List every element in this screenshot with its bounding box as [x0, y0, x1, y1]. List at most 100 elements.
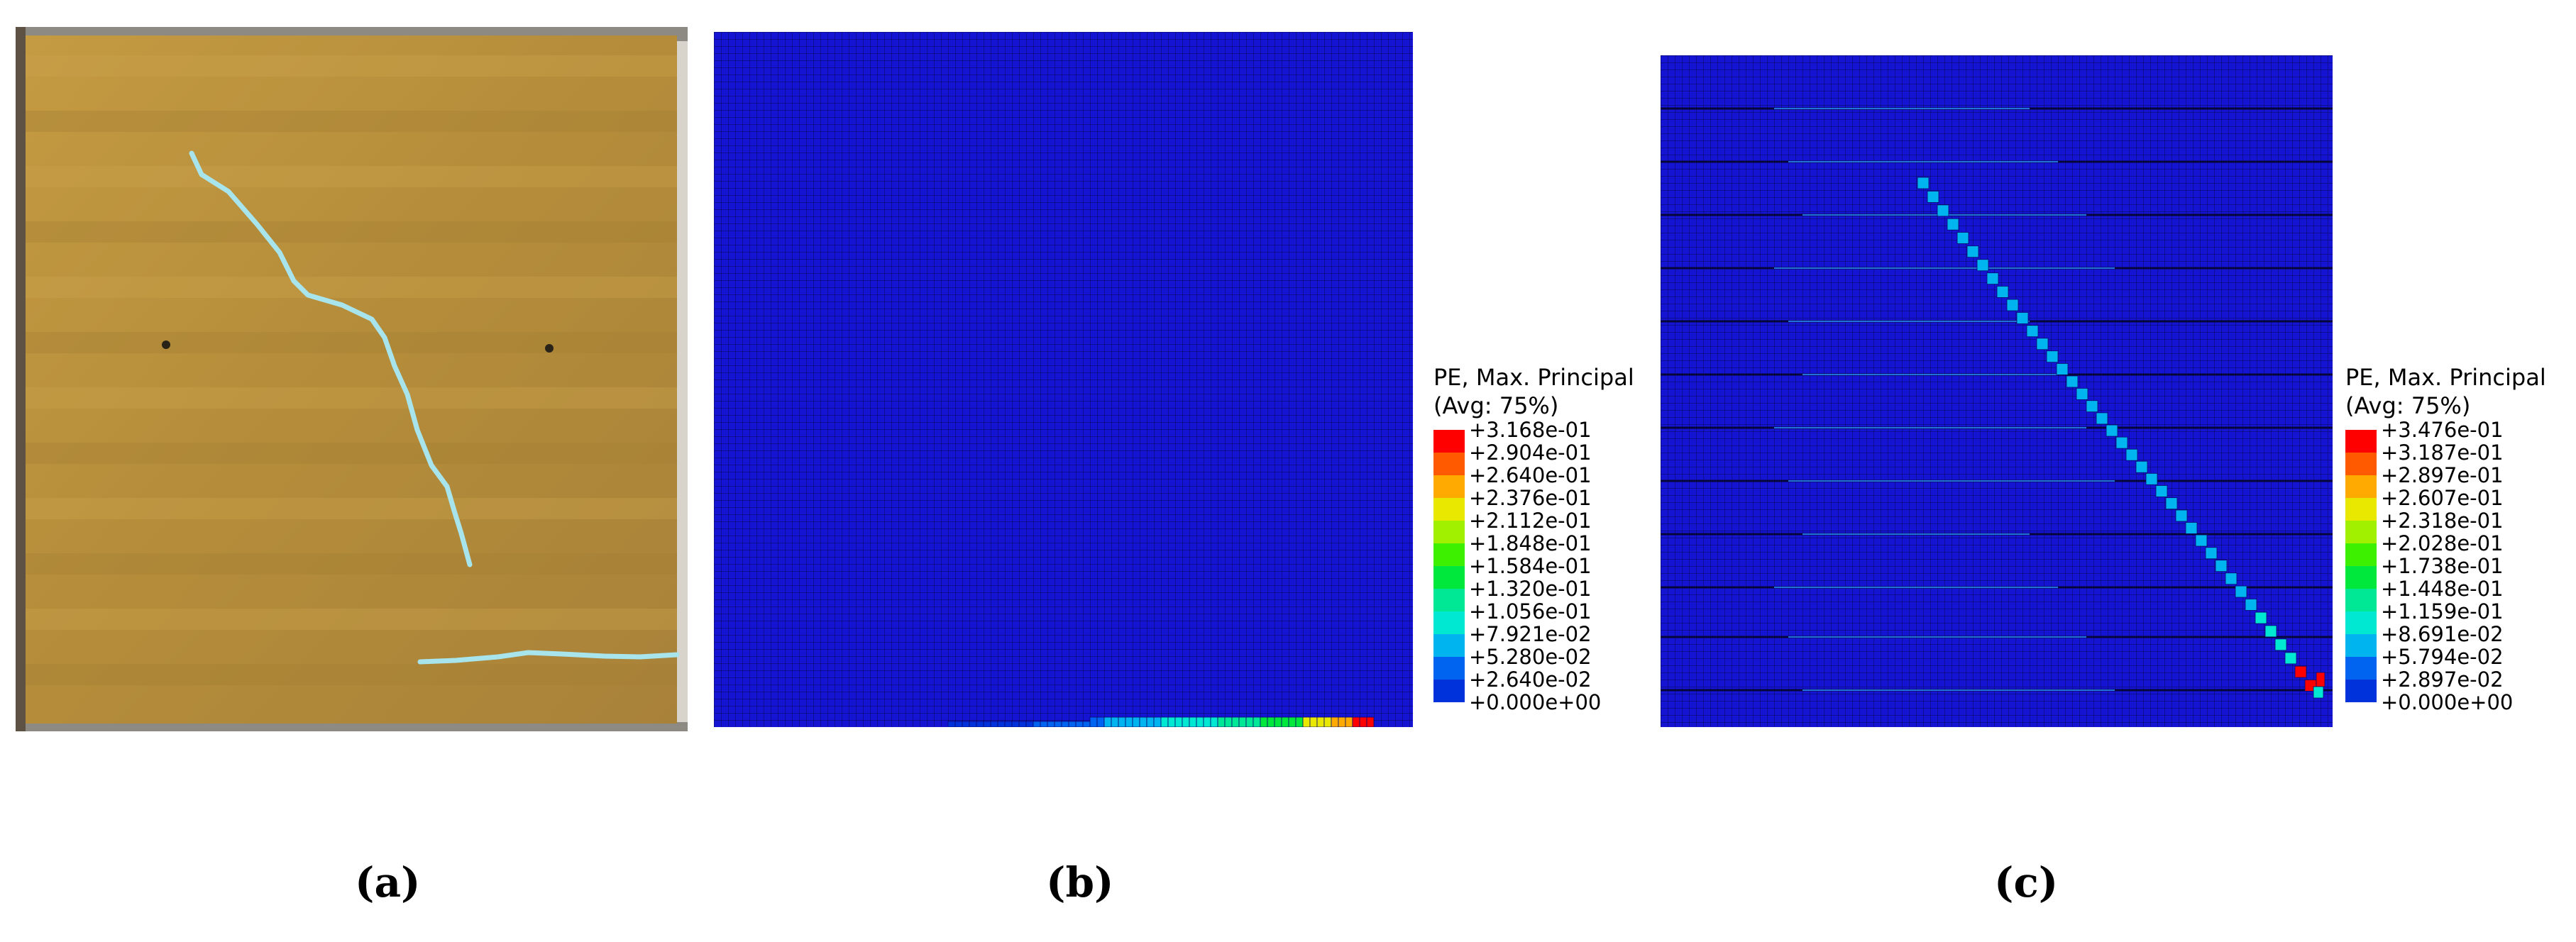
- crack-band-cell: [1966, 245, 1979, 258]
- strain-cell: [1146, 716, 1155, 728]
- strain-cell: [1047, 721, 1055, 728]
- caption-b: (b): [1046, 858, 1114, 907]
- crack-band-cell: [2096, 412, 2108, 425]
- strain-cell: [1004, 721, 1013, 728]
- legend-swatch: [2345, 543, 2377, 566]
- legend-swatch: [1433, 566, 1465, 589]
- wall-layer-band: [26, 55, 677, 77]
- legend-swatch: [2345, 611, 2377, 634]
- legend-label: +3.187e-01: [2381, 440, 2504, 465]
- legend-label: +2.607e-01: [2381, 486, 2504, 510]
- crack-band-cell: [2215, 560, 2228, 572]
- crack-band-cell: [2316, 672, 2325, 687]
- legend-swatch: [2345, 453, 2377, 475]
- legend-swatch: [1433, 498, 1465, 521]
- crack-band-cell: [2255, 611, 2267, 624]
- strain-cell: [1203, 716, 1211, 728]
- strain-cell: [1068, 721, 1077, 728]
- strain-cell: [990, 721, 998, 728]
- strain-cell: [969, 721, 977, 728]
- wall-layer-band: [26, 221, 677, 243]
- wall-photo: [16, 27, 688, 731]
- crack-band-cell: [1986, 272, 1999, 285]
- legend-subtitle: (Avg: 75%): [1433, 392, 1559, 419]
- legend-label: +8.691e-02: [2381, 622, 2504, 646]
- strain-cell: [1033, 721, 1041, 728]
- legend-swatch: [2345, 475, 2377, 498]
- legend-swatch: [2345, 430, 2377, 453]
- legend-swatch: [1433, 475, 1465, 498]
- strain-cell: [1323, 716, 1332, 728]
- crack-band-cell: [2155, 485, 2168, 497]
- legend-label: +2.028e-01: [2381, 531, 2504, 555]
- wall-layer-band: [26, 111, 677, 132]
- legend-label: +2.904e-01: [1469, 440, 1592, 465]
- legend-label: +1.159e-01: [2381, 599, 2504, 624]
- crack-band-cell: [2225, 572, 2238, 585]
- diagonal-crack-band: [1917, 177, 2325, 699]
- strain-cell: [1011, 721, 1020, 728]
- strain-cell: [1224, 716, 1233, 728]
- crack-band-cell: [2284, 652, 2297, 665]
- legend-label: +1.738e-01: [2381, 554, 2504, 578]
- strain-contour-base: [947, 716, 1375, 728]
- wall-layer-band: [26, 609, 677, 630]
- legend-swatch: [1433, 680, 1465, 702]
- wall-layer-band: [26, 166, 677, 187]
- crack-band-cell: [1927, 191, 1939, 203]
- crack-band-cell: [1996, 286, 2009, 298]
- strain-cell: [1345, 716, 1353, 728]
- crack-band-cell: [2066, 375, 2079, 388]
- strain-cell: [1189, 716, 1197, 728]
- fe-mesh-b: [714, 32, 1413, 728]
- legend-label: +1.056e-01: [1469, 599, 1592, 624]
- crack-band-cell: [1956, 232, 1969, 244]
- strain-cell: [1096, 716, 1105, 728]
- legend-swatch: [2345, 589, 2377, 611]
- legend-label: +1.848e-01: [1469, 531, 1592, 555]
- strain-cell: [1061, 721, 1069, 728]
- legend-label: +2.897e-02: [2381, 667, 2504, 692]
- legend-label: +0.000e+00: [1469, 690, 1602, 714]
- crack-band-cell: [2264, 625, 2277, 638]
- fe-contour-plot-c: [1661, 55, 2333, 727]
- legend-swatch: [2345, 680, 2377, 702]
- strain-cell: [976, 721, 984, 728]
- strain-cell: [997, 721, 1006, 728]
- crack-band-cell: [2195, 534, 2208, 547]
- strain-cell: [1217, 716, 1226, 728]
- legend-label: +2.640e-01: [1469, 463, 1592, 487]
- strain-cell: [1253, 716, 1261, 728]
- legend-swatch: [2345, 521, 2377, 543]
- legend-label: +1.584e-01: [1469, 554, 1592, 578]
- crack-band-cell: [2185, 522, 2198, 534]
- strain-cell: [1139, 716, 1147, 728]
- legend-swatch: [2345, 566, 2377, 589]
- strain-cell: [1295, 716, 1304, 728]
- wall-layer-band: [26, 277, 677, 298]
- legend-label: +2.640e-02: [1469, 667, 1592, 692]
- strain-cell: [1231, 716, 1240, 728]
- fe-mesh-c: [1661, 55, 2333, 727]
- legend-swatch: [2345, 498, 2377, 521]
- strain-cell: [1331, 716, 1339, 728]
- strain-cell: [1309, 716, 1318, 728]
- crack-band-cell: [2076, 388, 2088, 400]
- legend-label: +1.448e-01: [2381, 577, 2504, 601]
- base-crack: [417, 650, 680, 665]
- legend-swatch: [1433, 543, 1465, 566]
- legend-swatch: [2345, 657, 2377, 680]
- strain-cell: [1245, 716, 1254, 728]
- legend-swatch: [1433, 657, 1465, 680]
- crack-band-cell: [1976, 259, 1989, 272]
- legend-label: +7.921e-02: [1469, 622, 1592, 646]
- strain-cell: [983, 721, 991, 728]
- strain-cell: [1125, 716, 1133, 728]
- strain-cell: [1132, 716, 1140, 728]
- strain-cell: [1352, 716, 1360, 728]
- crack-band-cell: [2294, 665, 2307, 678]
- legend-c: PE, Max. Principal (Avg: 75%) +3.476e-01…: [2345, 363, 2576, 721]
- strain-cell: [1089, 716, 1098, 728]
- wall-layer-band: [26, 553, 677, 575]
- legend-subtitle: (Avg: 75%): [2345, 392, 2471, 419]
